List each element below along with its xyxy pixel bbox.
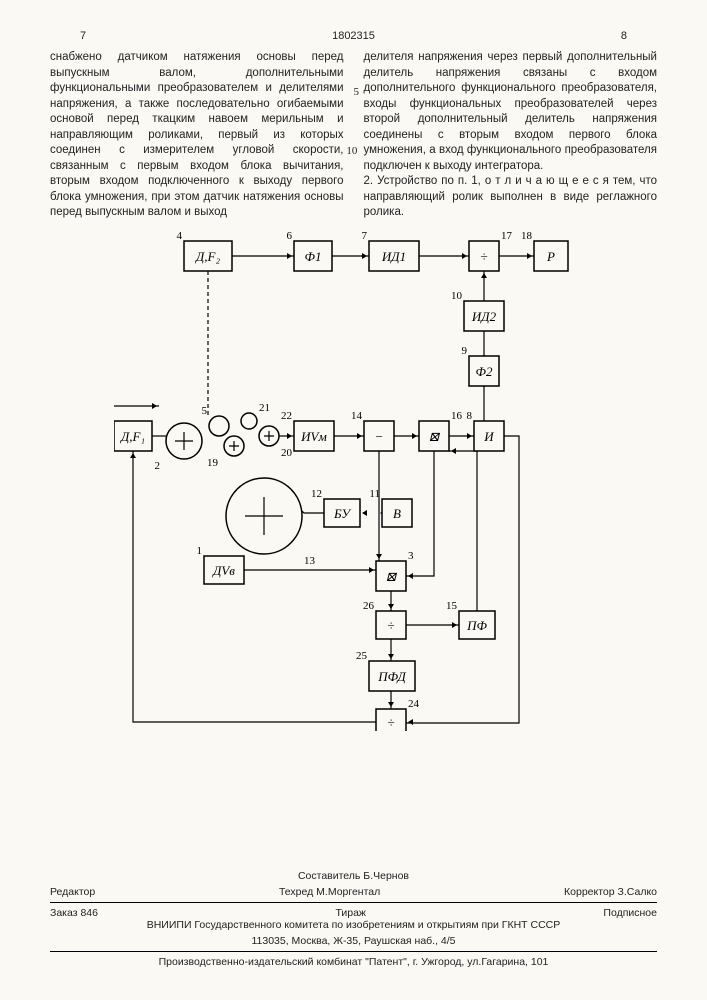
footer-credits: Редактор Техред М.Моргентал Корректор З.… bbox=[50, 886, 657, 898]
footer: Составитель Б.Чернов Редактор Техред М.М… bbox=[50, 870, 657, 972]
svg-text:Р: Р bbox=[546, 249, 555, 264]
footer-order: Заказ 846 bbox=[50, 907, 98, 919]
claim-2: 2. Устройство по п. 1, о т л и ч а ю щ е… bbox=[364, 175, 658, 218]
line-mark-10: 10 bbox=[346, 145, 357, 157]
svg-text:И: И bbox=[483, 429, 494, 444]
col-right-para1: делителя напряжения через первый дополни… bbox=[364, 51, 658, 172]
footer-tirage: Тираж bbox=[335, 907, 366, 919]
column-left: снабжено датчиком натяжения основы перед… bbox=[50, 50, 344, 221]
svg-text:11: 11 bbox=[369, 488, 380, 500]
page-num-left: 7 bbox=[80, 30, 86, 42]
svg-text:ИД1: ИД1 bbox=[380, 249, 405, 264]
footer-techred: Техред М.Моргентал bbox=[279, 886, 380, 898]
svg-text:12: 12 bbox=[311, 488, 322, 500]
svg-text:4: 4 bbox=[176, 231, 182, 242]
footer-rule-2 bbox=[50, 951, 657, 952]
svg-text:В: В bbox=[393, 506, 401, 521]
svg-text:24: 24 bbox=[408, 698, 420, 710]
svg-text:ДVв: ДVв bbox=[211, 563, 235, 578]
page-num-right: 8 bbox=[621, 30, 627, 42]
svg-text:10: 10 bbox=[451, 290, 463, 302]
svg-text:⊠: ⊠ bbox=[385, 569, 397, 584]
footer-addr: 113035, Москва, Ж-35, Раушская наб., 4/5 bbox=[50, 935, 657, 947]
svg-text:16: 16 bbox=[451, 410, 463, 422]
svg-text:Д,F₁: Д,F₁ bbox=[119, 429, 145, 444]
svg-text:ПФД: ПФД bbox=[377, 669, 406, 684]
svg-text:1: 1 bbox=[196, 545, 202, 557]
page: 7 1802315 8 5 10 снабжено датчиком натяж… bbox=[0, 0, 707, 1000]
line-mark-5: 5 bbox=[354, 86, 360, 98]
svg-text:5: 5 bbox=[201, 405, 207, 417]
svg-text:ПФ: ПФ bbox=[466, 618, 487, 633]
svg-text:9: 9 bbox=[461, 345, 467, 357]
svg-text:8: 8 bbox=[466, 410, 472, 422]
diagram-container: 2519212013Д,F₂4Ф16ИД17÷17Р18ИД210Ф29ИVм2… bbox=[50, 231, 657, 731]
footer-sub: Подписное bbox=[603, 907, 657, 919]
footer-editor: Редактор bbox=[50, 886, 95, 898]
svg-text:7: 7 bbox=[361, 231, 367, 242]
svg-text:25: 25 bbox=[356, 650, 368, 662]
svg-text:ИVм: ИVм bbox=[300, 429, 327, 444]
svg-text:26: 26 bbox=[363, 600, 375, 612]
svg-text:÷: ÷ bbox=[387, 715, 394, 730]
svg-text:Ф1: Ф1 bbox=[304, 249, 321, 264]
footer-org: ВНИИПИ Государственного комитета по изоб… bbox=[50, 919, 657, 931]
svg-text:Д,F₂: Д,F₂ bbox=[194, 249, 220, 264]
svg-text:14: 14 bbox=[351, 410, 363, 422]
block-diagram: 2519212013Д,F₂4Ф16ИД17÷17Р18ИД210Ф29ИVм2… bbox=[114, 231, 594, 731]
svg-text:3: 3 bbox=[408, 550, 414, 562]
svg-text:13: 13 bbox=[304, 555, 316, 567]
text-columns: снабжено датчиком натяжения основы перед… bbox=[50, 50, 657, 221]
svg-text:22: 22 bbox=[281, 410, 292, 422]
footer-compiler: Составитель Б.Чернов bbox=[50, 870, 657, 882]
svg-text:÷: ÷ bbox=[387, 618, 394, 633]
svg-text:−: − bbox=[374, 429, 383, 444]
svg-text:БУ: БУ bbox=[333, 506, 352, 521]
column-right: делителя напряжения через первый дополни… bbox=[364, 50, 658, 221]
footer-print: Заказ 846 Тираж Подписное bbox=[50, 907, 657, 919]
svg-text:19: 19 bbox=[207, 457, 219, 469]
svg-text:17: 17 bbox=[501, 231, 513, 242]
svg-text:15: 15 bbox=[446, 600, 458, 612]
footer-rule-1 bbox=[50, 902, 657, 903]
footer-prod: Производственно-издательский комбинат "П… bbox=[50, 956, 657, 968]
svg-text:Ф2: Ф2 bbox=[475, 364, 492, 379]
svg-text:20: 20 bbox=[281, 447, 293, 459]
svg-text:÷: ÷ bbox=[480, 249, 487, 264]
svg-text:18: 18 bbox=[521, 231, 533, 242]
svg-text:2: 2 bbox=[154, 460, 160, 472]
footer-corrector: Корректор З.Салко bbox=[564, 886, 657, 898]
svg-text:ИД2: ИД2 bbox=[470, 309, 496, 324]
svg-text:21: 21 bbox=[259, 402, 270, 414]
svg-text:6: 6 bbox=[286, 231, 292, 242]
svg-text:⊠: ⊠ bbox=[428, 429, 440, 444]
page-header: 7 1802315 8 bbox=[50, 30, 657, 42]
patent-number: 1802315 bbox=[332, 30, 375, 42]
